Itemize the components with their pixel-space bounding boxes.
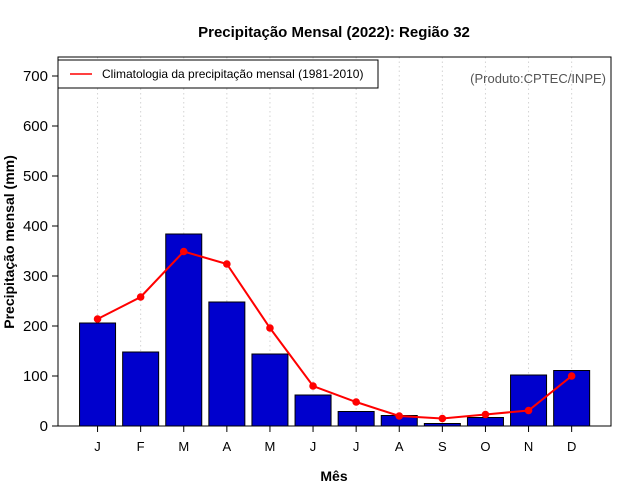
climatology-point-12 [567,372,576,380]
bar-1 [79,322,117,427]
climatology-point-9 [438,414,447,423]
x-tick-label-4: A [223,439,232,454]
x-tick-label-5: M [265,439,276,454]
y-tick-label-700: 700 [23,68,48,85]
bar-6 [294,394,332,427]
bar-3 [165,233,203,427]
climatology-point-10 [481,410,490,419]
climatology-line-group [93,247,576,423]
legend-box [57,59,379,89]
legend-entry-climatology: Climatologia da precipitação mensal (198… [102,67,363,81]
y-tick-label-400: 400 [23,218,48,235]
x-tick-label-7: J [353,439,360,454]
x-tick-label-2: F [137,439,145,454]
x-tick-label-1: J [94,439,101,454]
climatology-point-3 [179,247,188,256]
y-tick-label-500: 500 [23,168,48,185]
x-tick-label-11: N [524,439,533,454]
x-tick-label-9: S [438,439,447,454]
bar-5 [251,353,289,427]
y-tick-label-300: 300 [23,268,48,285]
bars [79,233,591,427]
climatology-point-4 [223,260,231,268]
x-axis-title: Mês [320,468,347,484]
x-tick-label-6: J [310,439,317,454]
bar-4 [208,301,246,427]
legend: Climatologia da precipitação mensal (198… [57,59,379,89]
x-tick-label-12: D [567,439,576,454]
climatology-point-6 [309,382,317,390]
y-tick-label-200: 200 [23,318,48,335]
y-axis-title: Precipitação mensal (mm) [1,155,17,329]
bar-7 [337,411,375,427]
y-axis: 0 100 200 300 400 500 600 700 [23,68,58,435]
plot-frame [57,56,612,427]
climatology-point-5 [266,324,274,332]
x-tick-label-3: M [178,439,189,454]
bar-10 [466,417,504,427]
climatology-point-7 [352,398,360,406]
climatology-point-11 [524,406,533,415]
chart-title: Precipitação Mensal (2022): Região 32 [198,24,470,41]
x-tick-label-8: A [395,439,404,454]
x-tick-label-10: O [480,439,490,454]
climatology-point-8 [395,412,404,420]
source-annotation: (Produto:CPTEC/INPE) [470,71,606,86]
y-tick-label-0: 0 [40,418,48,435]
y-tick-label-600: 600 [23,118,48,135]
climatology-line [97,250,573,420]
climatology-point-1 [93,315,102,323]
y-tick-label-100: 100 [23,368,48,385]
climatology-point-2 [136,293,145,301]
bar-2 [122,351,160,427]
